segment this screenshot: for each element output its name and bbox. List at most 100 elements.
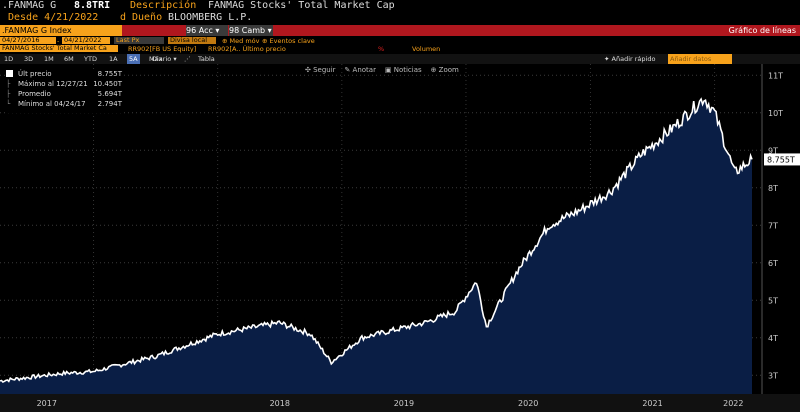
last-value: 8.8TRI [74, 0, 111, 11]
end-date-field[interactable]: 04/21/2022 [62, 37, 110, 44]
percent-toggle[interactable]: % [378, 45, 385, 53]
moving-average-toggle[interactable]: ⊕ Med móv [222, 37, 260, 45]
x-tick-label: 2017 [37, 399, 57, 408]
news-label: Noticias [393, 66, 422, 74]
x-tick-label: 2022 [723, 399, 743, 408]
description-label: Descripción [130, 0, 197, 11]
y-tick-label: 8T [768, 184, 778, 193]
x-tick-label: 2021 [642, 399, 662, 408]
line-chart-icon[interactable]: ⋰ [184, 55, 191, 63]
currency-selector[interactable]: Divisa local [168, 37, 216, 44]
legend-row: ├ Máximo al 12/27/21 10.450T [6, 79, 124, 89]
volume-toggle[interactable]: Volumen [412, 45, 441, 53]
legend-label: Promedio [18, 90, 51, 98]
last-value-label: 8.755T [767, 155, 795, 164]
last-value-box [764, 153, 800, 166]
legend-label: Mínimo al 04/24/17 [18, 100, 86, 108]
legend-label: Últ precio [18, 70, 52, 78]
x-tick-label: 2020 [518, 399, 538, 408]
period-button[interactable]: 1D [4, 55, 14, 63]
description: FANMAG Stocks' Total Market Cap [208, 0, 395, 11]
legend-row: └ Mínimo al 04/24/17 2.794T [6, 99, 124, 109]
start-date-field[interactable]: 04/27/2016 [0, 37, 56, 44]
legend-value: 2.794T [97, 100, 122, 108]
period-button[interactable]: 1A [109, 55, 118, 63]
date-separator: - [57, 37, 60, 45]
table-button[interactable]: Tabla [198, 55, 215, 63]
annotate-label: Anotar [352, 66, 376, 74]
annotate-button[interactable]: ✎ Anotar [344, 66, 376, 74]
key-events-toggle[interactable]: ⊕ Eventos clave [262, 37, 315, 45]
add-data-input[interactable]: Añadir datos [668, 54, 732, 64]
legend-row: ├ Promedio 5.694T [6, 89, 124, 99]
owner-label: Dueño [132, 12, 163, 23]
compare-series-1[interactable]: RR902[FB US Equity] [128, 45, 197, 53]
y-tick-label: 9T [768, 146, 778, 155]
quick-add-button[interactable]: ✦ Añadir rápido [604, 55, 656, 63]
actions-label: Acc [198, 26, 213, 35]
y-tick-label: 11T [768, 71, 783, 80]
function-title: Gráfico de líneas [728, 26, 796, 35]
legend-value: 10.450T [93, 80, 122, 88]
period-button[interactable]: Máx [149, 55, 163, 63]
moving-average-label: Med móv [229, 37, 260, 45]
x-axis-ticks: 2017 2018 2019 2020 2021 2022 [37, 399, 744, 408]
period-button[interactable]: YTD [84, 55, 97, 63]
period-button[interactable]: 1M [44, 55, 54, 63]
series-area [0, 99, 752, 394]
period-button[interactable]: 6M [64, 55, 74, 63]
legend-label: Máximo al 12/27/21 [18, 80, 88, 88]
y-tick-label: 7T [768, 221, 778, 230]
owner-prefix: d [120, 12, 127, 23]
chart-area[interactable]: 3T 4T 5T 6T 7T 8T 9T 10T 11T 2017 2018 2019 2020 202… [0, 64, 800, 412]
security-header-2: Desde 4/21/2022 d Dueño BLOOMBERG L.P. [0, 12, 800, 24]
change-number: 98 [229, 26, 240, 35]
security-header: .FANMAG G 8.8TRI Descripción FANMAG Stoc… [0, 0, 800, 12]
controls-row: 04/27/2016 - 04/21/2022 Last Px Divisa l… [0, 37, 800, 45]
chevron-down-icon: ▾ [215, 26, 220, 35]
series-line [0, 97, 753, 383]
x-axis-band [0, 394, 800, 412]
change-menu[interactable]: 98 Camb ▾ [229, 25, 273, 36]
security-field[interactable]: .FANMAG G Index [0, 25, 122, 36]
since-date: Desde 4/21/2022 [8, 12, 99, 23]
function-bar: .FANMAG G Index 96 Acc ▾ 98 Camb ▾ Gráfi… [0, 25, 800, 36]
y-axis-ticks: 3T 4T 5T 6T 7T 8T 9T 10T 11T [768, 71, 783, 380]
actions-menu[interactable]: 96 Acc ▾ [186, 25, 228, 36]
legend-value: 5.694T [97, 90, 122, 98]
frequency-selector[interactable]: Diario ▾ [152, 55, 177, 63]
chart-legend: Últ precio 8.755T ├ Máximo al 12/27/21 1… [6, 69, 124, 113]
zoom-button[interactable]: ⊕ Zoom [430, 66, 459, 74]
legend-value: 8.755T [97, 70, 122, 78]
quick-add-label: Añadir rápido [611, 55, 656, 63]
change-label: Camb [241, 26, 266, 35]
tree-connector-icon: ├ [6, 90, 11, 98]
follow-label: Seguir [313, 66, 336, 74]
chevron-down-icon: ▾ [267, 26, 272, 35]
zoom-label: Zoom [438, 66, 459, 74]
follow-button[interactable]: ✣ Seguir [305, 66, 336, 74]
key-events-label: Eventos clave [269, 37, 315, 45]
period-bar: 1D 3D 1M 6M YTD 1A 5A Máx Diario ▾ ⋰ Tabla ✦ Añ… [0, 54, 800, 64]
field-selector[interactable]: Last Px [114, 37, 164, 44]
compare-series-2[interactable]: RR902[A.. Último precio [208, 45, 286, 53]
y-tick-label: 3T [768, 371, 778, 380]
x-tick-label: 2018 [270, 399, 290, 408]
period-button[interactable]: 5A [127, 54, 140, 64]
owner: BLOOMBERG L.P. [168, 12, 253, 23]
legend-row[interactable]: Últ precio 8.755T [6, 69, 124, 79]
y-tick-label: 5T [768, 296, 778, 305]
tree-connector-icon: └ [6, 100, 11, 108]
actions-number: 96 [186, 26, 197, 35]
tree-connector-icon: ├ [6, 80, 11, 88]
period-button[interactable]: 3D [24, 55, 34, 63]
y-tick-label: 4T [768, 334, 778, 343]
ticker[interactable]: .FANMAG G [2, 0, 57, 11]
x-tick-label: 2019 [394, 399, 414, 408]
chart-toolbar: ✣ Seguir ✎ Anotar ▣ Noticias ⊕ Zoom [305, 65, 459, 75]
last-value-marker: 8.755T [764, 153, 800, 166]
series-label[interactable]: FANMAG Stocks' Total Market Ca [0, 45, 118, 52]
news-button[interactable]: ▣ Noticias [384, 66, 422, 74]
y-tick-label: 6T [768, 259, 778, 268]
y-tick-label: 10T [768, 109, 783, 118]
